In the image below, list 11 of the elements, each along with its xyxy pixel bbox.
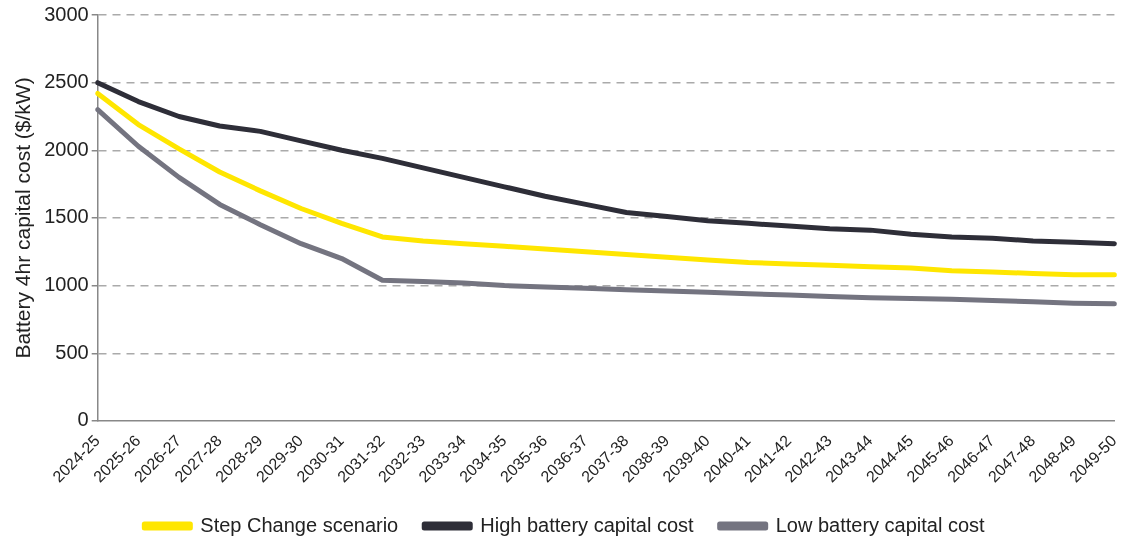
y-tick-label: 500 bbox=[55, 340, 89, 363]
y-tick-label: 3000 bbox=[44, 2, 89, 25]
legend-label: High battery capital cost bbox=[480, 513, 695, 536]
y-tick-label: 2500 bbox=[44, 70, 89, 93]
y-tick-label: 0 bbox=[77, 408, 89, 431]
y-tick-label: 1000 bbox=[44, 273, 89, 296]
y-tick-label: 2000 bbox=[44, 137, 89, 160]
y-tick-label: 1500 bbox=[44, 205, 89, 228]
y-axis-title: Battery 4hr capital cost ($/kW) bbox=[11, 77, 35, 359]
legend-label: Low battery capital cost bbox=[775, 513, 986, 536]
legend-label: Step Change scenario bbox=[200, 513, 399, 536]
